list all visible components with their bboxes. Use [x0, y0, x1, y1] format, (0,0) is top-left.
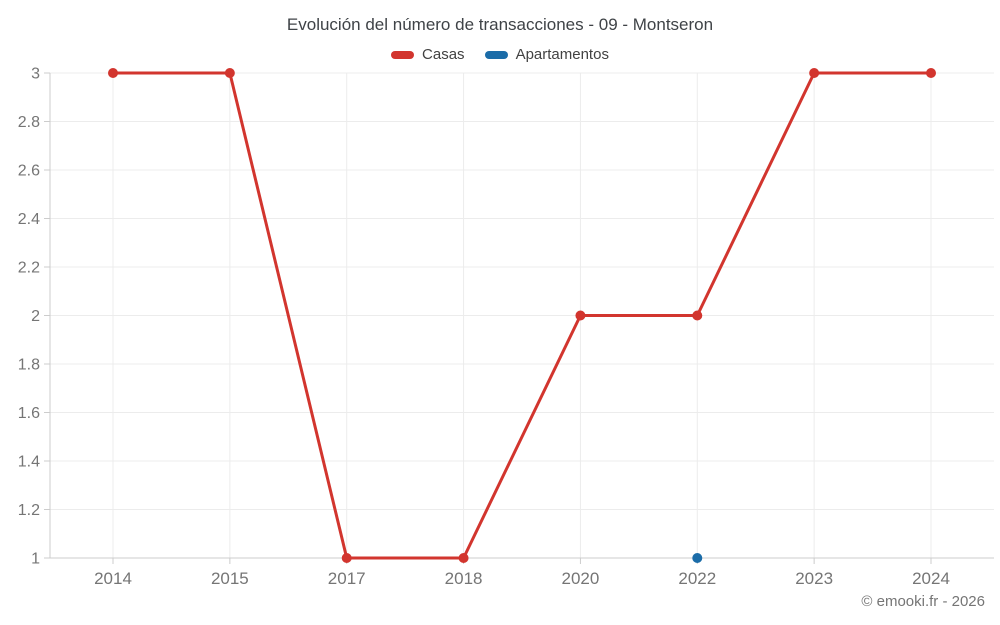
copyright: © emooki.fr - 2026: [861, 593, 985, 610]
y-tick-label: 2: [31, 308, 40, 325]
data-point-casas-2024[interactable]: [926, 68, 936, 78]
legend-swatch-casas: [391, 50, 415, 59]
legend-item-label: Casas: [422, 46, 465, 63]
legend-swatch-apartamentos: [484, 50, 508, 59]
data-point-casas-2023[interactable]: [809, 68, 820, 78]
data-point-casas-2015[interactable]: [224, 68, 235, 78]
x-tick-label: 2023: [795, 569, 833, 588]
series-line-casas: [111, 71, 933, 560]
y-tick-label: 1: [31, 551, 40, 568]
data-point-casas-2022[interactable]: [692, 310, 703, 321]
x-tick-label: 2018: [445, 569, 483, 588]
y-tick-label: 2.6: [18, 163, 40, 180]
data-point-apartamentos-2022[interactable]: [692, 553, 703, 563]
y-tick-label: 2.2: [18, 260, 40, 277]
legend: Casas Apartamentos: [0, 46, 1000, 63]
data-point-casas-2018[interactable]: [458, 553, 469, 563]
legend-item-casas[interactable]: Casas: [391, 46, 465, 63]
chart-title: Evolución del número de transacciones - …: [286, 15, 714, 34]
legend-item-apartamentos[interactable]: Apartamentos: [484, 46, 609, 63]
data-point-casas-2017[interactable]: [341, 553, 352, 563]
y-tick-label: 3: [31, 66, 40, 83]
y-tick-label: 1.8: [18, 357, 40, 374]
x-tick-label: 2020: [562, 569, 600, 588]
y-tick-label: 2.8: [18, 114, 40, 131]
x-tick-label: 2014: [94, 569, 132, 588]
y-tick-label: 1.4: [18, 454, 40, 471]
y-tick-label: 1.2: [18, 502, 40, 519]
y-tick-label: 1.6: [18, 405, 40, 422]
x-tick-label: 2017: [328, 569, 366, 588]
data-point-casas-2014[interactable]: [108, 68, 118, 78]
x-tick-label: 2015: [211, 569, 249, 588]
x-tick-label: 2022: [678, 569, 716, 588]
data-point-casas-2020[interactable]: [575, 310, 586, 321]
x-tick-label: 2024: [912, 569, 950, 588]
legend-item-label: Apartamentos: [515, 46, 609, 63]
y-tick-label: 2.4: [18, 211, 40, 228]
